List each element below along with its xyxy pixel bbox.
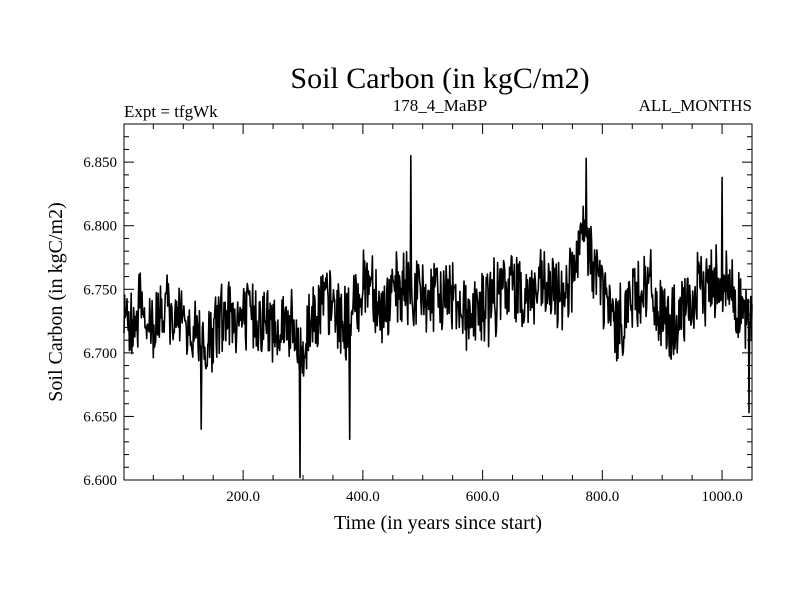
y-axis-label: Soil Carbon (in kgC/m2) bbox=[45, 202, 67, 401]
x-axis-ticks: 200.0 400.0 600.0 800.0 1000.0 bbox=[152, 124, 753, 505]
period-label: 178_4_MaBP bbox=[393, 96, 487, 115]
x-axis-label: Time (in years since start) bbox=[334, 512, 542, 534]
x-tick-label: 200.0 bbox=[226, 489, 260, 505]
x-tick-label: 1000.0 bbox=[701, 489, 742, 505]
y-tick-label: 6.750 bbox=[83, 282, 117, 298]
y-tick-label: 6.850 bbox=[83, 155, 117, 171]
soil-carbon-series-line bbox=[123, 155, 753, 479]
y-tick-label: 6.650 bbox=[83, 409, 117, 425]
y-tick-label: 6.600 bbox=[83, 473, 117, 489]
x-tick-label: 400.0 bbox=[346, 489, 380, 505]
plot-series bbox=[123, 155, 753, 479]
x-tick-label: 600.0 bbox=[466, 489, 500, 505]
experiment-label: Expt = tfgWk bbox=[124, 102, 218, 121]
x-tick-label: 800.0 bbox=[585, 489, 619, 505]
y-tick-label: 6.800 bbox=[83, 219, 117, 235]
months-label: ALL_MONTHS bbox=[639, 96, 752, 115]
y-tick-label: 6.700 bbox=[83, 346, 117, 362]
y-axis-ticks: 6.600 6.650 6.700 6.750 6.800 6.850 bbox=[83, 123, 752, 489]
chart-title: Soil Carbon (in kgC/m2) bbox=[290, 62, 589, 95]
